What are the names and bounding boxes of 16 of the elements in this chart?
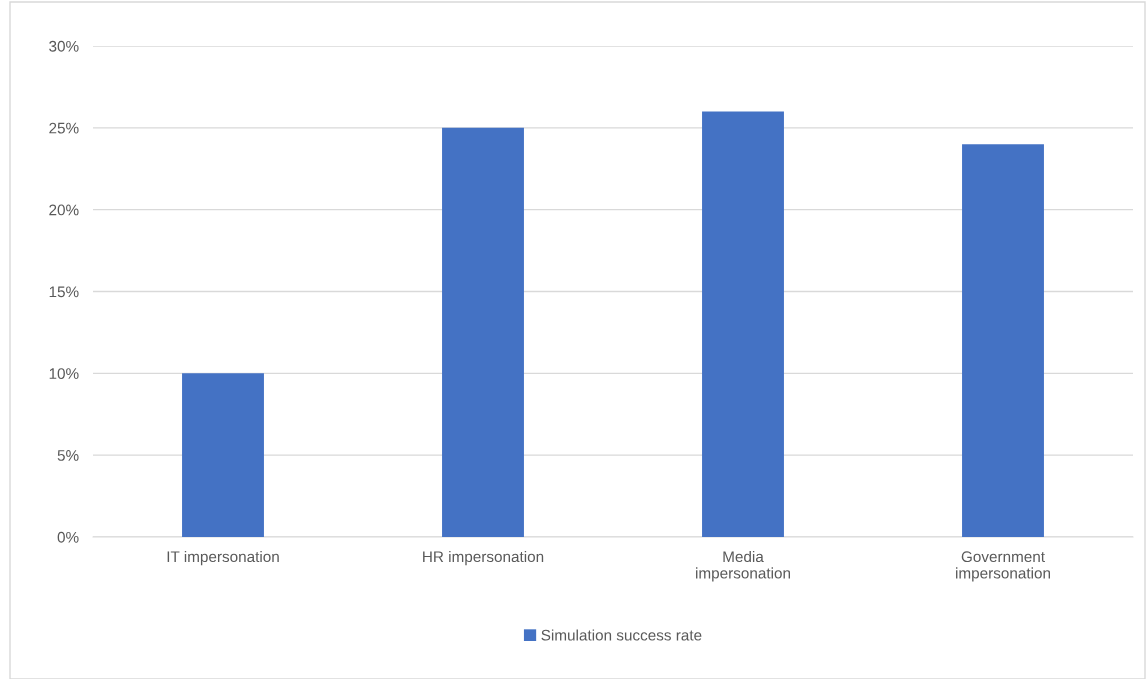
y-tick-label: 5%: [57, 450, 79, 461]
y-tick-label: 25%: [49, 122, 79, 134]
y-tick-label: 0%: [57, 531, 79, 543]
x-tick-label: Media impersonation: [696, 550, 790, 582]
legend-label: Simulation success rate: [541, 629, 702, 641]
x-tick-label: IT impersonation: [167, 550, 279, 566]
x-tick-label: HR impersonation: [423, 550, 544, 566]
y-tick-label: 15%: [49, 286, 79, 298]
y-tick-label: 10%: [49, 368, 79, 380]
y-tick-label: 30%: [49, 40, 79, 52]
bar: [182, 373, 264, 537]
y-tick-label: 20%: [49, 204, 79, 216]
bar: [442, 127, 524, 537]
x-tick-label: Government impersonation: [956, 551, 1050, 582]
bar: [702, 111, 784, 537]
bar: [962, 144, 1044, 537]
